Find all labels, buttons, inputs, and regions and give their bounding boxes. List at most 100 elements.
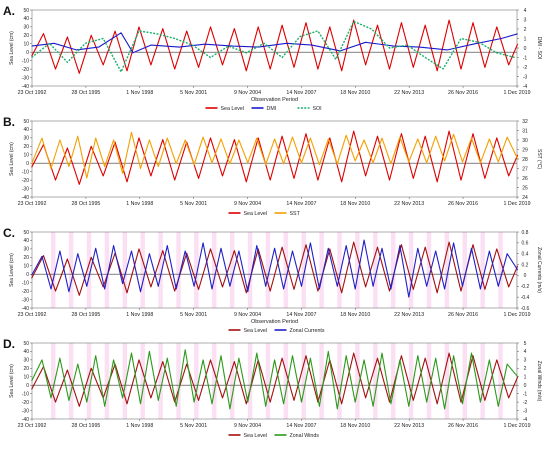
season-shade-band bbox=[355, 232, 360, 308]
x-tick-label: 1 Dec 2019 bbox=[503, 201, 530, 207]
plot-frame bbox=[31, 9, 518, 87]
y-tick-label: -10 bbox=[22, 169, 29, 175]
series-line-zonal-currents bbox=[31, 239, 519, 298]
series-line-sea-level bbox=[31, 130, 519, 185]
season-shade-band bbox=[265, 232, 271, 308]
y2-tick-label: -3 bbox=[523, 74, 528, 80]
x-tick-label: 14 Nov 2007 bbox=[286, 90, 316, 96]
y-tick-label: -10 bbox=[22, 58, 29, 64]
legend-entry: Sea Level bbox=[244, 211, 268, 217]
season-shade-band bbox=[247, 232, 253, 308]
season-shade-band bbox=[373, 232, 378, 308]
x-tick-label: 18 Nov 2010 bbox=[340, 201, 370, 207]
series-line-soi bbox=[31, 20, 515, 73]
panel-label: D. bbox=[3, 337, 15, 351]
x-tick-label: 22 Nov 2013 bbox=[394, 423, 424, 429]
x-tick-label: 9 Nov 2004 bbox=[234, 90, 261, 96]
x-tick-label: 23 Oct 1992 bbox=[18, 201, 47, 207]
season-shade-band bbox=[462, 232, 467, 308]
series-line-sea-level bbox=[31, 19, 519, 74]
season-shade-band bbox=[104, 232, 110, 308]
legend-entry: Zonal Winds bbox=[290, 433, 320, 439]
season-shade-band bbox=[337, 232, 342, 308]
x-axis-title: Observation Period bbox=[251, 97, 298, 103]
season-shade-band bbox=[140, 232, 145, 308]
legend-entry: DMI bbox=[267, 106, 277, 112]
season-shade-band bbox=[462, 343, 467, 419]
y2-tick-label: 4 bbox=[524, 8, 527, 14]
season-shade-band bbox=[444, 232, 450, 308]
series-line-zonal-winds bbox=[31, 349, 519, 410]
legend: Sea Level SST bbox=[228, 211, 301, 217]
y2-tick-label: 1 bbox=[524, 36, 527, 42]
season-shade-band bbox=[283, 232, 289, 308]
y2-axis-title: Zonal Winds (m/s) bbox=[536, 361, 542, 402]
season-shade-band bbox=[122, 232, 128, 308]
y2-tick-label: -1 bbox=[523, 55, 528, 61]
y-tick-label: -10 bbox=[22, 391, 29, 397]
y2-tick-label: 1 bbox=[524, 375, 527, 381]
x-tick-label: 9 Nov 2004 bbox=[234, 201, 261, 207]
x-tick-label: 23 Oct 1992 bbox=[18, 90, 47, 96]
legend-entry: Zonal Currents bbox=[290, 328, 325, 334]
y-tick-label: 30 bbox=[23, 247, 29, 253]
season-shade-band bbox=[390, 232, 396, 308]
y2-tick-label: 0.4 bbox=[522, 252, 529, 258]
legend-entry: Sea Level bbox=[221, 106, 245, 112]
y2-tick-label: 0 bbox=[524, 273, 527, 279]
x-tick-label: 14 Nov 2007 bbox=[286, 312, 316, 318]
y-tick-label: -30 bbox=[22, 408, 29, 414]
season-shade-band bbox=[355, 343, 360, 419]
x-tick-label: 18 Nov 2010 bbox=[340, 90, 370, 96]
y2-tick-label: -0.6 bbox=[521, 306, 530, 312]
x-tick-label: 22 Nov 2013 bbox=[394, 312, 424, 318]
season-shade-band bbox=[301, 232, 306, 308]
season-shade-band bbox=[426, 232, 432, 308]
x-tick-label: 22 Nov 2013 bbox=[394, 201, 424, 207]
x-tick-label: 1 Dec 2019 bbox=[503, 423, 530, 429]
y2-tick-label: 2 bbox=[524, 366, 527, 372]
season-shade-band bbox=[229, 232, 235, 308]
y2-tick-label: 5 bbox=[524, 341, 527, 347]
x-axis-title: Observation Period bbox=[251, 319, 298, 325]
season-shade-band bbox=[480, 232, 485, 308]
x-tick-label: 28 Oct 1995 bbox=[71, 90, 100, 96]
y-tick-label: -20 bbox=[22, 400, 29, 406]
y-tick-label: 50 bbox=[23, 341, 29, 347]
y-tick-label: 10 bbox=[23, 153, 29, 159]
season-shade-band bbox=[426, 343, 432, 419]
y2-tick-label: 2 bbox=[524, 27, 527, 33]
x-tick-label: 9 Nov 2004 bbox=[234, 423, 261, 429]
y-tick-label: -40 bbox=[22, 84, 29, 90]
y-tick-label: -30 bbox=[22, 186, 29, 192]
y2-tick-label: 28 bbox=[522, 157, 528, 163]
y2-tick-label: 3 bbox=[524, 17, 527, 23]
x-tick-label: 1 Nov 1998 bbox=[126, 201, 153, 207]
y2-tick-label: 26 bbox=[522, 176, 528, 182]
y2-tick-label: 0.2 bbox=[522, 262, 529, 268]
y-tick-label: 20 bbox=[23, 366, 29, 372]
y2-tick-label: 0.6 bbox=[522, 241, 529, 247]
x-tick-label: 28 Oct 1995 bbox=[71, 201, 100, 207]
season-shade-band bbox=[498, 232, 503, 308]
season-shade-band bbox=[194, 343, 199, 419]
panel-label: B. bbox=[3, 115, 15, 129]
season-shade-band bbox=[408, 343, 414, 419]
y2-tick-label: 0 bbox=[524, 46, 527, 52]
legend-entry: Sea Level bbox=[244, 328, 268, 334]
legend-entry: Sea Level bbox=[244, 433, 268, 439]
y2-tick-label: 4 bbox=[524, 349, 527, 355]
y-tick-label: 40 bbox=[23, 349, 29, 355]
y-tick-label: 30 bbox=[23, 25, 29, 31]
legend: Sea Level DMI SOI bbox=[205, 106, 322, 112]
panel-b: -40 -30 -20 -10 0 10 20 30 40 50 24 25 26 27 28 29 30 31 3… bbox=[3, 115, 542, 217]
season-shade-band bbox=[516, 232, 517, 308]
y-tick-label: 20 bbox=[23, 33, 29, 39]
x-tick-label: 1 Nov 1998 bbox=[126, 312, 153, 318]
season-shade-band bbox=[86, 343, 92, 419]
y2-tick-label: 3 bbox=[524, 358, 527, 364]
legend-entry: SST bbox=[290, 211, 301, 217]
y-tick-label: -40 bbox=[22, 195, 29, 201]
y-tick-label: -20 bbox=[22, 178, 29, 184]
